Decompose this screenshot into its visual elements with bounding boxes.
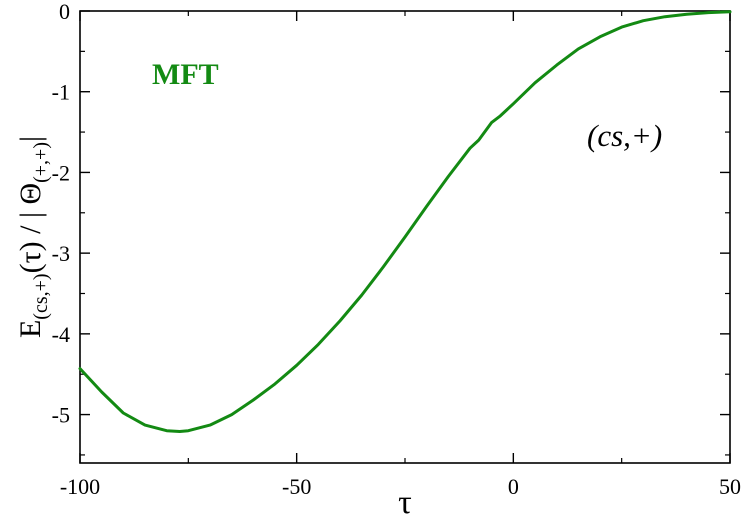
region-label: (cs,+) bbox=[587, 118, 662, 153]
y-tick-label: -5 bbox=[52, 403, 70, 428]
y-axis-title-sub2: (+,+) bbox=[30, 142, 52, 183]
series-label-mft: MFT bbox=[152, 58, 219, 91]
x-tick-label: -100 bbox=[60, 474, 100, 499]
y-axis-title-sub: (cs,+) bbox=[30, 273, 52, 319]
y-axis-title: E(cs,+)(τ) / | Θ(+,+)| bbox=[14, 136, 52, 338]
series-line-mft bbox=[78, 10, 732, 433]
series-layer bbox=[78, 10, 732, 433]
x-axis-title: τ bbox=[398, 484, 412, 520]
x-tick-label: 0 bbox=[508, 474, 519, 499]
x-tick-label: 50 bbox=[719, 474, 741, 499]
y-tick-label: -2 bbox=[52, 160, 70, 185]
y-tick-label: 0 bbox=[59, 0, 70, 24]
y-axis-ticks: 0 -1 -2 -3 -4 -5 bbox=[52, 0, 730, 456]
y-tick-label: -3 bbox=[52, 241, 70, 266]
x-tick-label: -50 bbox=[282, 474, 311, 499]
x-axis-ticks: -100 -50 0 50 bbox=[60, 11, 741, 499]
y-axis-title-main: E bbox=[14, 320, 47, 338]
y-tick-label: -1 bbox=[52, 80, 70, 105]
y-axis-title-end: | bbox=[14, 136, 47, 142]
y-axis-title-mid: (τ) / | Θ bbox=[14, 183, 47, 274]
y-tick-label: -4 bbox=[52, 322, 70, 347]
